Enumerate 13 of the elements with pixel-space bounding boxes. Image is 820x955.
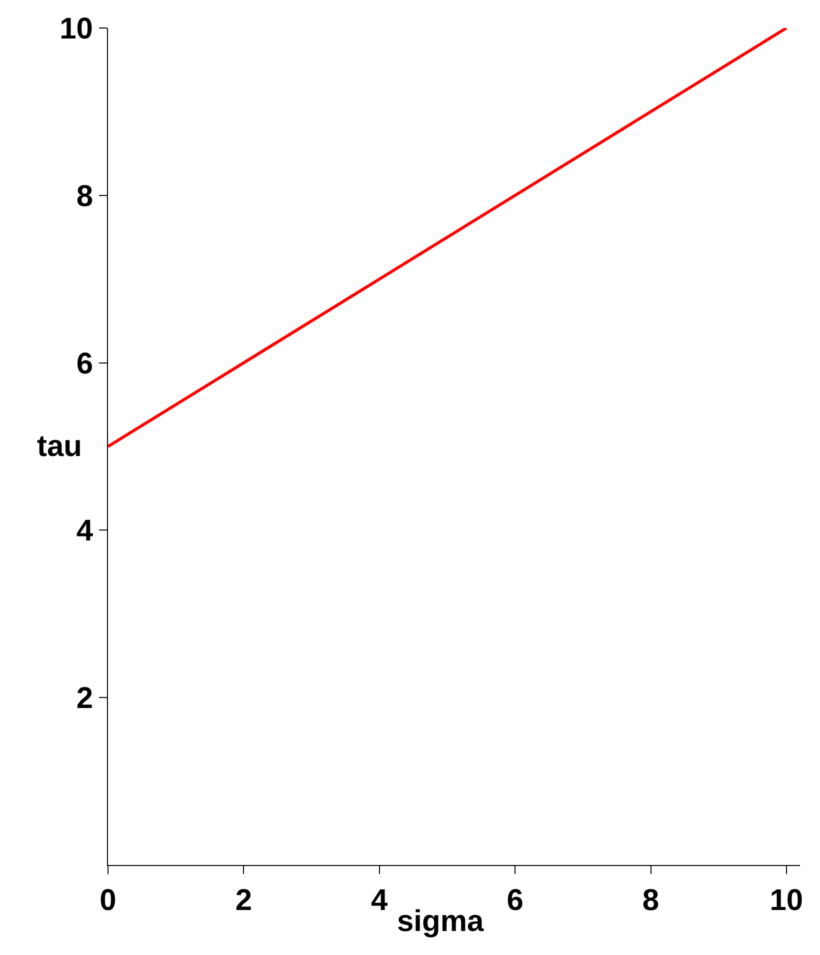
x-tick-label: 2 xyxy=(235,884,252,917)
x-tick-label: 8 xyxy=(642,884,660,917)
y-tick-label: 8 xyxy=(76,180,93,213)
x-tick-label: 4 xyxy=(371,884,388,917)
y-tick-label: 6 xyxy=(76,347,93,380)
x-tick-label: 6 xyxy=(506,884,524,917)
y-tick-label: 4 xyxy=(76,514,94,548)
y-tick-label: 2 xyxy=(76,682,93,716)
x-tick-label: 10 xyxy=(770,884,804,917)
x-tick-label: 0 xyxy=(100,884,116,917)
y-tick-label: 10 xyxy=(60,12,93,46)
x-axis-title: sigma xyxy=(397,905,484,938)
y-axis-title: tau xyxy=(37,430,82,463)
